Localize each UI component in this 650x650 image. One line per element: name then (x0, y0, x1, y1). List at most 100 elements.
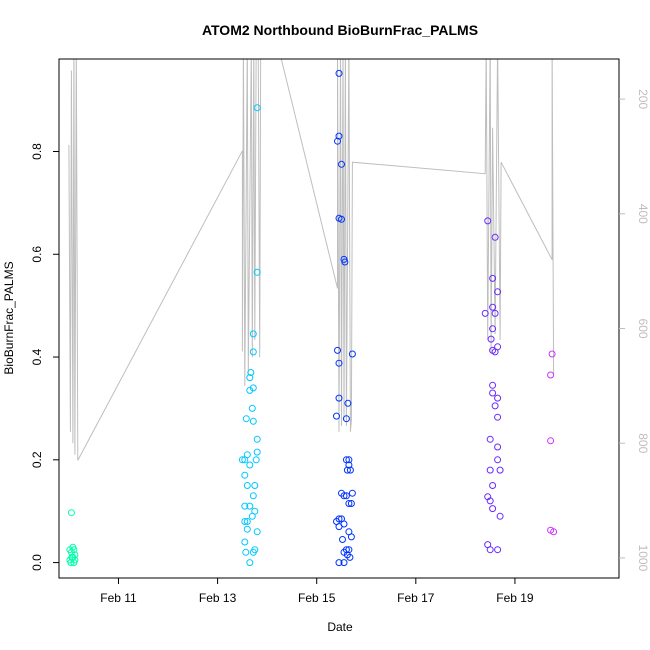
right-tick-label: 800 (636, 433, 650, 453)
y-axis: 0.0 0.2 0.4 0.6 0.8 (30, 143, 59, 571)
data-point (494, 546, 502, 554)
data-point (335, 132, 343, 140)
data-point (489, 482, 497, 489)
data-point (241, 471, 249, 479)
data-point (489, 325, 497, 333)
x-tick-label: Feb 15 (298, 591, 336, 605)
data-point (253, 268, 261, 276)
data-point (335, 515, 343, 523)
data-point (486, 546, 494, 554)
data-point (248, 404, 256, 412)
data-point (339, 536, 346, 543)
data-point (496, 466, 504, 474)
data-point (70, 546, 78, 554)
data-point (348, 489, 356, 497)
data-point (241, 538, 249, 546)
y-tick-label: 0.6 (30, 246, 44, 263)
data-point (246, 374, 254, 382)
data-point (346, 553, 354, 561)
data-point (71, 556, 79, 564)
data-point (335, 359, 343, 367)
x-axis: Feb 11 Feb 13 Feb 15 Feb 17 Feb 19 (100, 578, 534, 605)
data-point (334, 346, 341, 354)
data-point (246, 461, 254, 469)
data-point (547, 371, 555, 379)
data-point (246, 559, 254, 567)
data-point (238, 456, 246, 464)
data-point (253, 104, 261, 112)
data-point (481, 309, 489, 317)
right-tick-label: 400 (636, 204, 650, 224)
data-point (345, 528, 353, 536)
data-point (340, 492, 348, 500)
data-point (347, 500, 355, 507)
data-point (486, 497, 494, 505)
data-point (491, 402, 499, 410)
data-point (494, 443, 502, 451)
data-point (343, 466, 351, 474)
data-point (249, 417, 257, 425)
data-point (547, 437, 555, 445)
data-point (550, 528, 558, 536)
data-point (241, 502, 249, 510)
data-point (342, 492, 350, 500)
data-point (249, 384, 257, 392)
altitude-line (68, 59, 555, 461)
data-point (491, 309, 499, 317)
data-point (249, 330, 257, 338)
data-point (345, 461, 353, 469)
plot-frame (58, 58, 620, 579)
data-point (338, 215, 345, 223)
data-point (243, 482, 251, 489)
data-point (242, 415, 250, 423)
data-point (253, 448, 261, 456)
data-point (494, 394, 502, 402)
data-point (243, 525, 251, 533)
data-point (252, 456, 260, 464)
x-tick-label: Feb 17 (397, 591, 435, 605)
data-point (342, 415, 350, 423)
right-axis: 200 400 600 800 1000 (619, 89, 650, 572)
data-point (491, 233, 499, 241)
data-point (496, 512, 504, 520)
data-point (335, 523, 343, 531)
data-point (548, 350, 556, 358)
data-point (489, 381, 497, 389)
y-tick-label: 0.0 (30, 554, 44, 571)
data-point (345, 456, 353, 464)
points-layer (66, 69, 558, 567)
data-point (494, 456, 502, 464)
data-point (243, 451, 251, 459)
data-point (341, 258, 349, 266)
chart-title: ATOM2 Northbound BioBurnFrac_PALMS (202, 22, 478, 38)
data-point (338, 160, 345, 168)
data-point (489, 303, 497, 311)
data-point (484, 217, 492, 225)
data-point (241, 518, 249, 525)
right-tick-label: 600 (636, 319, 650, 339)
x-tick-label: Feb 13 (199, 591, 237, 605)
data-point (486, 466, 494, 474)
data-point (494, 413, 502, 421)
data-point (487, 335, 495, 343)
right-tick-label: 1000 (636, 545, 650, 572)
data-point (253, 528, 261, 536)
y-tick-label: 0.8 (30, 143, 44, 160)
data-point (489, 505, 497, 513)
data-point (247, 369, 255, 376)
x-tick-label: Feb 19 (496, 591, 534, 605)
altitude-trace-layer (68, 59, 555, 461)
x-axis-label: Date (327, 620, 353, 634)
data-point (243, 518, 251, 525)
data-point (333, 412, 340, 420)
data-point (249, 492, 257, 500)
data-point (340, 559, 348, 567)
data-point (251, 507, 259, 515)
data-point (335, 394, 343, 402)
data-point (251, 482, 259, 489)
y-tick-label: 0.4 (30, 348, 44, 365)
data-point (242, 548, 250, 556)
data-point (253, 435, 261, 443)
data-point (335, 559, 343, 567)
